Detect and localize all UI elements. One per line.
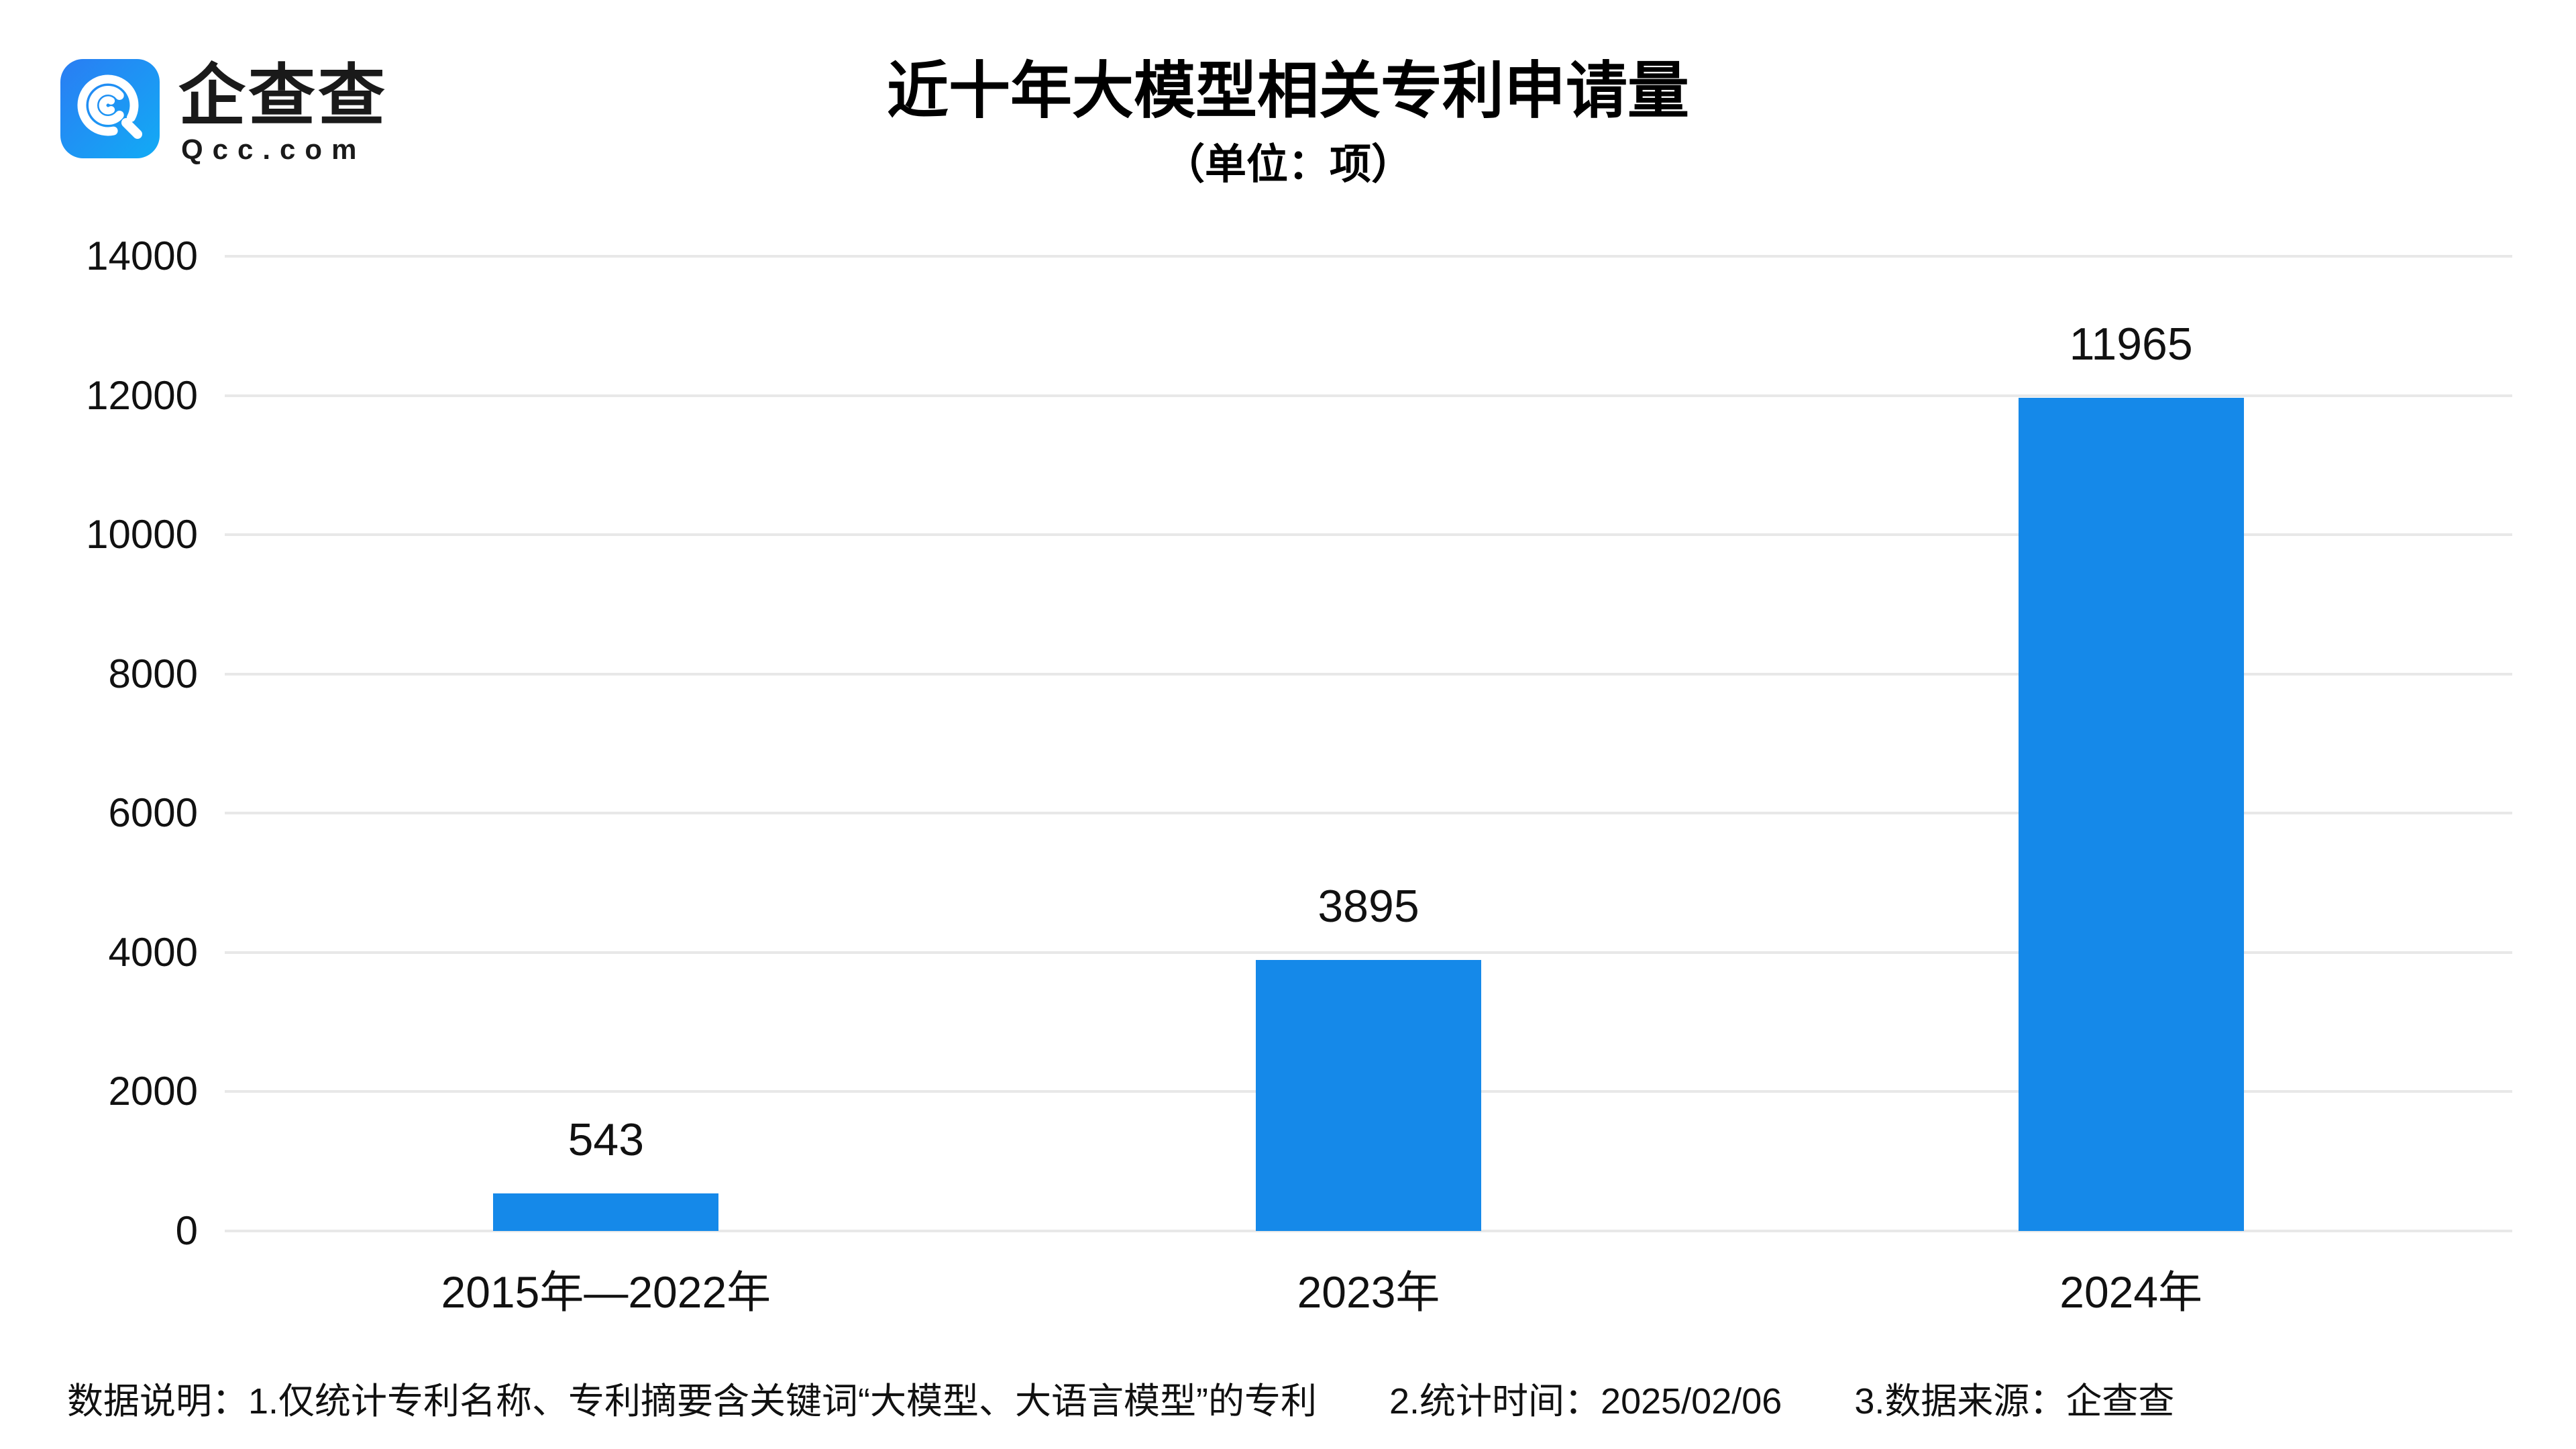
y-tick-label: 8000 — [108, 651, 198, 696]
y-gridline — [225, 394, 2512, 397]
bar-value-label: 11965 — [2069, 319, 2193, 370]
footnote-stat-date: 2.统计时间：2025/02/06 — [1389, 1381, 1782, 1421]
footnote: 数据说明：1.仅统计专利名称、专利摘要含关键词“大模型、大语言模型”的专利 2.… — [67, 1381, 2174, 1422]
y-tick-label: 14000 — [86, 233, 198, 278]
qcc-logo-name: 企查查 — [178, 58, 388, 133]
bar-2023年 — [1256, 959, 1481, 1231]
y-tick-label: 2000 — [108, 1069, 198, 1114]
y-tick-label: 10000 — [86, 512, 198, 557]
x-tick-label: 2024年 — [2059, 1267, 2203, 1317]
y-gridline — [225, 951, 2512, 954]
y-tick-label: 0 — [175, 1208, 198, 1253]
plot-area: 0 2000 4000 6000 8000 10000 12000 14000 543 2015年… — [86, 236, 2512, 1314]
y-tick-label: 6000 — [108, 790, 198, 836]
qcc-logo: 企查查 Qcc.com — [60, 59, 388, 164]
y-gridline — [225, 1230, 2512, 1232]
y-gridline — [225, 812, 2512, 815]
bar-value-label: 543 — [568, 1114, 645, 1165]
qcc-logo-domain: Qcc.com — [181, 133, 366, 165]
y-gridline — [225, 533, 2512, 537]
bar-value-label: 3895 — [1318, 880, 1419, 932]
qcc-logo-text: 企查查 Qcc.com — [178, 59, 388, 164]
qcc-logo-icon — [60, 59, 160, 158]
y-gridline — [225, 255, 2512, 258]
y-tick-label: 12000 — [86, 372, 198, 418]
footnote-data-source: 3.数据来源：企查查 — [1854, 1381, 2175, 1421]
chart-title: 近十年大模型相关专利申请量 — [886, 57, 1689, 125]
y-gridline — [225, 672, 2512, 676]
x-tick-label: 2023年 — [1297, 1267, 1440, 1317]
footnote-data-note: 数据说明：1.仅统计专利名称、专利摘要含关键词“大模型、大语言模型”的专利 — [67, 1381, 1317, 1421]
chart-unit-subtitle: （单位：项） — [1163, 142, 1413, 188]
bar-2015年—2022年 — [493, 1193, 719, 1231]
y-tick-label: 4000 — [108, 929, 198, 975]
bar-2024年 — [2018, 398, 2244, 1231]
x-tick-label: 2015年—2022年 — [441, 1267, 771, 1317]
